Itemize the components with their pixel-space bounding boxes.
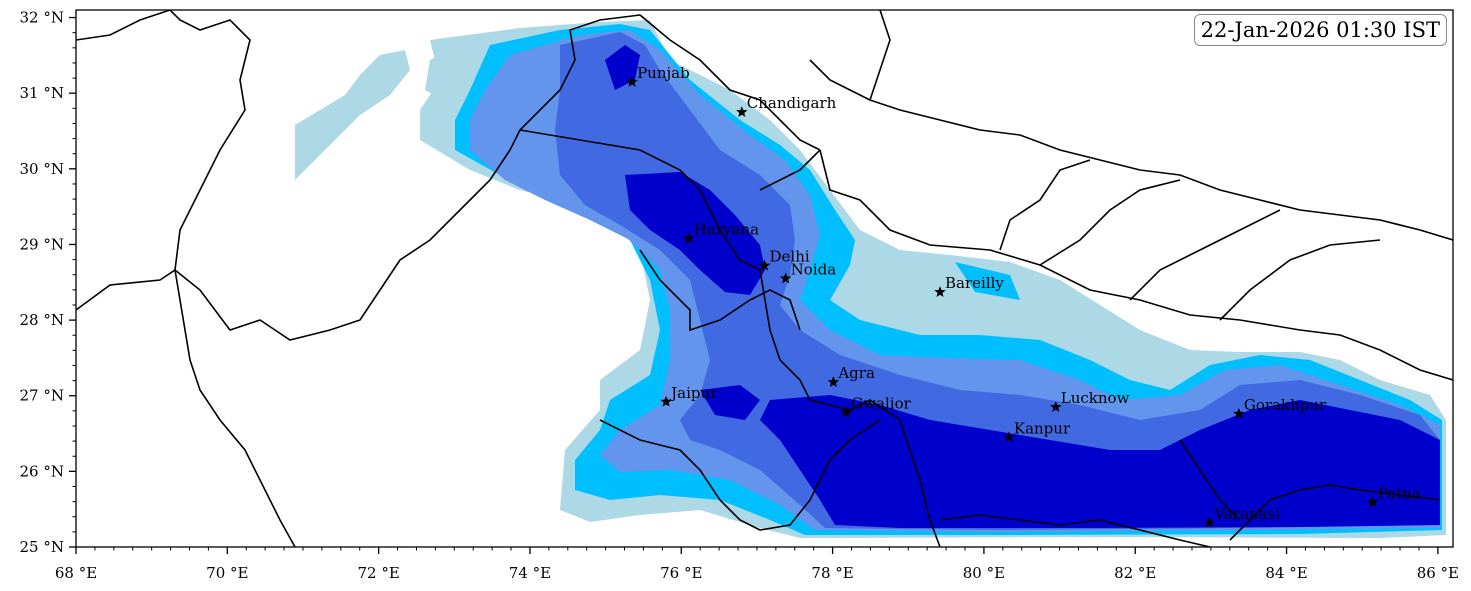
city-marker <box>827 376 840 387</box>
plot-frame <box>75 9 1454 548</box>
boundary-ne <box>819 149 1453 381</box>
city-label: Lucknow <box>1061 389 1130 407</box>
city-marker <box>934 286 946 297</box>
rainfall-field <box>295 20 1446 538</box>
boundary-nepal-4 <box>1219 239 1381 321</box>
field-level-1-west-a <box>295 50 410 180</box>
x-tick-label: 68 °E <box>55 564 97 582</box>
timestamp-label: 22-Jan-2026 01:30 IST <box>1200 18 1440 42</box>
boundary-state-6 <box>939 514 1211 547</box>
x-tick-label: 84 °E <box>1265 564 1307 582</box>
x-tick-label: 78 °E <box>811 564 853 582</box>
field-level-5-jaipur <box>700 385 760 420</box>
city-label: Kanpur <box>1014 419 1071 437</box>
x-tick-label: 76 °E <box>660 564 702 582</box>
boundary-state-1 <box>519 129 761 271</box>
timestamp-box: 22-Jan-2026 01:30 IST <box>1193 14 1447 46</box>
boundary-north-2 <box>809 59 871 101</box>
city-label: Agra <box>837 364 875 382</box>
city-label: Jaipur <box>669 384 718 402</box>
y-axis: 25 °N 26 °N 27 °N 28 °N 29 °N 30 °N 31 °N 32 °N <box>20 9 76 556</box>
boundary-lines <box>76 10 1453 547</box>
x-tick-label: 74 °E <box>509 564 551 582</box>
x-tick-label: 82 °E <box>1114 564 1156 582</box>
boundary-nepal-1 <box>999 159 1091 251</box>
boundary-nepal-2 <box>1039 179 1181 266</box>
field-level-2-bareilly <box>955 262 1020 300</box>
y-tick-label: 32 °N <box>20 9 64 27</box>
city-label: Bareilly <box>945 274 1004 292</box>
city-marker <box>840 406 852 418</box>
city-label: Patna <box>1378 484 1421 502</box>
city-label: Delhi <box>770 248 810 266</box>
y-tick-label: 26 °N <box>20 462 64 480</box>
boundary-state-8 <box>1179 439 1241 521</box>
boundary-west-1 <box>76 10 171 41</box>
y-tick-label: 30 °N <box>20 160 64 178</box>
y-tick-label: 25 °N <box>20 538 64 556</box>
boundary-state-3 <box>759 149 821 191</box>
y-tick-label: 27 °N <box>20 387 64 405</box>
field-level-1-west-b <box>425 45 470 100</box>
city-marker <box>779 272 792 284</box>
city-label: Varanasi <box>1213 505 1280 523</box>
city-label: Gwalior <box>851 394 911 412</box>
boundary-west-2 <box>76 10 251 311</box>
city-marker <box>1203 516 1216 528</box>
city-label: Haryana <box>694 220 759 238</box>
city-marker <box>736 106 748 117</box>
boundary-west-4 <box>174 269 296 547</box>
city-label: Punjab <box>637 64 690 82</box>
x-tick-label: 70 °E <box>206 564 248 582</box>
city-label: Gorakhpur <box>1244 396 1327 414</box>
boundary-state-7 <box>1229 484 1441 541</box>
y-tick-label: 29 °N <box>20 235 64 253</box>
x-tick-label: 86 °E <box>1417 564 1459 582</box>
boundary-nepal-3 <box>1129 209 1281 301</box>
y-tick-label: 28 °N <box>20 311 64 329</box>
y-tick-label: 31 °N <box>20 84 64 102</box>
field-level-5-haryana <box>625 172 765 295</box>
city-marker <box>1233 407 1245 419</box>
city-marker <box>1367 496 1379 508</box>
city-marker <box>758 259 771 271</box>
city-marker <box>1050 401 1062 412</box>
city-marker <box>626 75 638 87</box>
x-tick-label: 72 °E <box>357 564 399 582</box>
city-marker <box>1003 431 1015 443</box>
boundary-state-2 <box>639 249 801 332</box>
city-label: Chandigarh <box>747 94 837 112</box>
boundary-state-4 <box>759 269 941 547</box>
x-tick-label: 80 °E <box>963 564 1005 582</box>
field-level-5-south <box>760 395 1440 528</box>
boundary-state-5 <box>599 419 881 531</box>
city-marker <box>683 232 695 244</box>
x-axis: 68 °E 70 °E 72 °E 74 °E 76 °E 78 °E 80 °E 82 °E… <box>55 547 1459 582</box>
city-label: Noida <box>791 261 837 279</box>
city-marker <box>660 395 672 407</box>
